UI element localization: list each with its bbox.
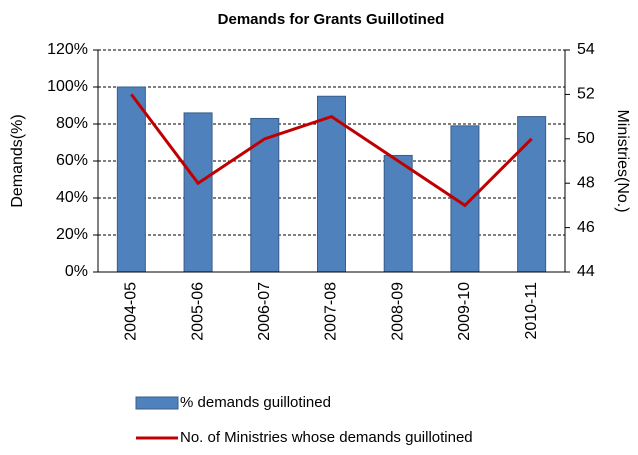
legend-swatch [135, 396, 179, 410]
x-tick-label: 2005-06 [189, 282, 206, 341]
line [130, 93, 533, 208]
y-tick-label: 100% [47, 78, 88, 95]
legend-label: % demands guillotined [180, 394, 331, 411]
y-tick-label: 0% [65, 263, 88, 280]
y2-tick-label: 48 [577, 174, 595, 191]
x-tick-label: 2009-10 [456, 282, 473, 341]
y2-tick-label: 46 [577, 219, 595, 236]
x-tick-label: 2010-11 [523, 282, 540, 340]
bar [250, 117, 280, 273]
legend-label: No. of Ministries whose demands guilloti… [180, 429, 473, 446]
y-axis-label: Demands(%) [9, 114, 26, 207]
x-tick-label: 2004-05 [123, 282, 140, 341]
y-tick-label: 60% [56, 152, 88, 169]
y-tick-label: 80% [56, 115, 88, 132]
x-tick-label: 2008-09 [389, 282, 406, 341]
bar [383, 154, 413, 273]
y-tick-label: 20% [56, 226, 88, 243]
chart-title: Demands for Grants Guillotined [218, 11, 445, 28]
y2-tick-label: 50 [577, 130, 595, 147]
y2-tick-label: 54 [577, 41, 595, 58]
bar [517, 116, 547, 273]
bar [183, 112, 213, 273]
x-tick-label: 2006-07 [256, 282, 273, 341]
y2-axis-label: Ministries(No.) [614, 109, 631, 212]
y2-tick-label: 52 [577, 86, 595, 103]
bar [317, 95, 346, 273]
y2-tick-label: 44 [577, 263, 595, 280]
y-tick-label: 40% [56, 189, 88, 206]
y-tick-label: 120% [47, 41, 88, 58]
x-tick-label: 2007-08 [323, 282, 340, 341]
bar [116, 86, 146, 273]
